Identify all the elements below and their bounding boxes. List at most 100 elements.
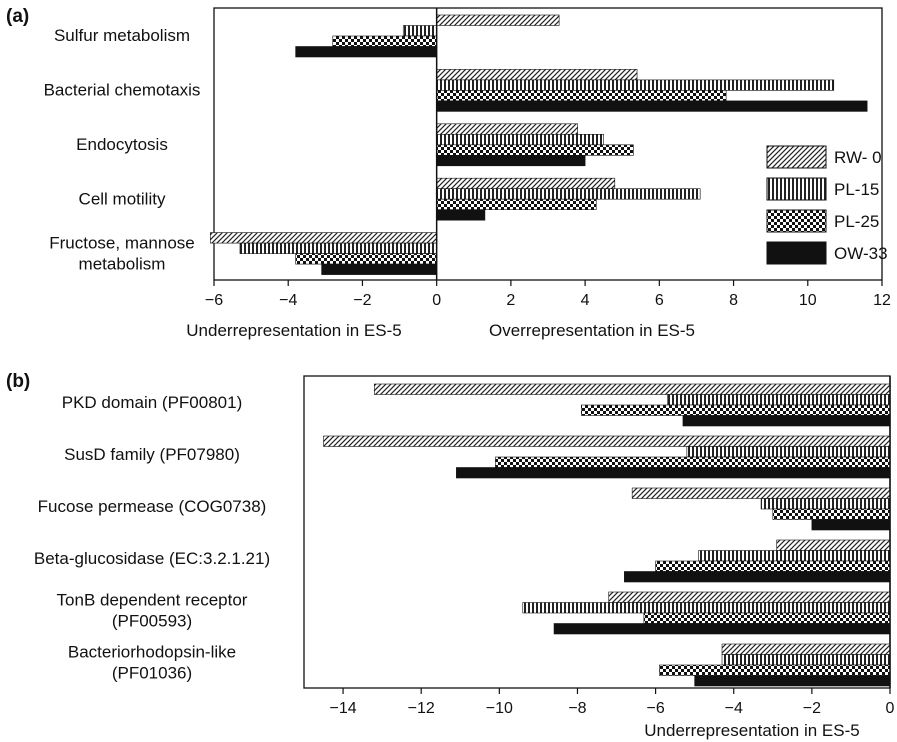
bar-a-cell-motility-pl-25 bbox=[436, 198, 597, 210]
x-tick-label-a: 10 bbox=[799, 292, 817, 309]
bar-a-sulfur-metabolism-pl-15 bbox=[402, 25, 437, 37]
bar-a-sulfur-metabolism-pl-25 bbox=[332, 35, 437, 47]
bar-a-cell-motility-rw-0 bbox=[436, 177, 616, 189]
category-label-line: SusD family (PF07980) bbox=[64, 445, 240, 464]
bar-b-susd-family-pf07980-rw-0 bbox=[323, 435, 891, 447]
x-tick-label-b: −4 bbox=[725, 700, 743, 717]
bar-a-fructose-mannose-metabolism-rw-0 bbox=[209, 232, 437, 244]
x-tick-label-a: −2 bbox=[353, 292, 371, 309]
bar-b-bacteriorhodopsin-like-pf01036-ow-33 bbox=[694, 675, 891, 687]
category-label-line: Fucose permease (COG0738) bbox=[38, 497, 267, 516]
category-label-line: Bacterial chemotaxis bbox=[44, 81, 201, 100]
bar-b-beta-glucosidase-ec-3-2-1-21-pl-25 bbox=[655, 560, 891, 572]
category-label-line: Fructose, mannose bbox=[49, 233, 195, 252]
legend: RW- 0 PL-15 PL-25 OW-33 bbox=[766, 145, 888, 265]
bar-a-sulfur-metabolism-rw-0 bbox=[436, 14, 560, 26]
bar-a-cell-motility-ow-33 bbox=[436, 209, 486, 221]
bar-a-fructose-mannose-metabolism-ow-33 bbox=[321, 263, 437, 275]
category-label-b: PKD domain (PF00801) bbox=[62, 393, 242, 412]
bar-a-bacterial-chemotaxis-ow-33 bbox=[436, 100, 868, 112]
category-label-line: metabolism bbox=[79, 254, 166, 273]
x-tick-label-a: 0 bbox=[432, 292, 441, 309]
category-label-b: Beta-glucosidase (EC:3.2.1.21) bbox=[34, 549, 270, 568]
bar-b-susd-family-pf07980-pl-25 bbox=[495, 456, 891, 468]
legend-swatch-pl-25 bbox=[766, 209, 827, 233]
x-axis-title-left-a: Underrepresentation in ES-5 bbox=[186, 321, 401, 340]
legend-swatch-rw-0 bbox=[766, 145, 827, 169]
x-tick-label-b: −6 bbox=[646, 700, 664, 717]
bar-a-endocytosis-pl-25 bbox=[436, 144, 634, 156]
bar-a-endocytosis-ow-33 bbox=[436, 155, 586, 167]
category-label-line: TonB dependent receptor bbox=[57, 591, 248, 610]
category-label-line: (PF01036) bbox=[112, 664, 192, 683]
bar-b-pkd-domain-pf00801-ow-33 bbox=[682, 415, 891, 427]
bar-b-pkd-domain-pf00801-rw-0 bbox=[374, 383, 891, 395]
x-tick-label-b: −14 bbox=[329, 700, 356, 717]
x-tick-label-a: −4 bbox=[279, 292, 297, 309]
bar-b-tonb-dependent-receptor-pf00593-pl-15 bbox=[522, 602, 891, 614]
bar-b-susd-family-pf07980-pl-15 bbox=[686, 446, 891, 458]
x-axis-title-b: Underrepresentation in ES-5 bbox=[644, 721, 859, 740]
category-label-line: (PF00593) bbox=[112, 612, 192, 631]
category-label-line: Sulfur metabolism bbox=[54, 26, 190, 45]
bar-a-bacterial-chemotaxis-pl-15 bbox=[436, 79, 835, 91]
bar-a-cell-motility-pl-15 bbox=[436, 188, 701, 200]
category-label-b: SusD family (PF07980) bbox=[64, 445, 240, 464]
legend-label-pl-15: PL-15 bbox=[834, 180, 879, 199]
panel-label-a: (a) bbox=[6, 6, 29, 27]
plot-frame-a bbox=[213, 7, 883, 281]
bar-b-fucose-permease-cog0738-ow-33 bbox=[811, 519, 891, 531]
bar-a-fructose-mannose-metabolism-pl-15 bbox=[239, 242, 437, 254]
panel-b-chart: (b) PKD domain (PF00801) SusD family (PF07… bbox=[6, 371, 895, 740]
x-tick-label-a: 2 bbox=[506, 292, 515, 309]
bar-b-beta-glucosidase-ec-3-2-1-21-rw-0 bbox=[776, 539, 891, 551]
bar-a-endocytosis-rw-0 bbox=[436, 123, 578, 135]
x-tick-label-b: −12 bbox=[408, 700, 435, 717]
x-tick-label-a: 6 bbox=[655, 292, 664, 309]
x-tick-label-a: −6 bbox=[205, 292, 223, 309]
legend-label-ow-33: OW-33 bbox=[834, 244, 888, 263]
x-axis-title-right-a: Overrepresentation in ES-5 bbox=[489, 321, 695, 340]
bar-b-pkd-domain-pf00801-pl-25 bbox=[581, 404, 891, 416]
bar-b-susd-family-pf07980-ow-33 bbox=[456, 467, 891, 479]
category-label-a: Sulfur metabolism bbox=[54, 26, 190, 45]
x-tick-label-a: 8 bbox=[729, 292, 738, 309]
panel-a-chart: (a) Sulfur metabolism Bacterial chemotaxis… bbox=[6, 6, 891, 340]
bar-b-beta-glucosidase-ec-3-2-1-21-ow-33 bbox=[624, 571, 891, 583]
bar-b-bacteriorhodopsin-like-pf01036-pl-25 bbox=[659, 664, 891, 676]
category-label-a: Bacterial chemotaxis bbox=[44, 81, 201, 100]
bar-a-endocytosis-pl-15 bbox=[436, 134, 604, 146]
bar-a-sulfur-metabolism-ow-33 bbox=[295, 46, 437, 58]
bar-b-pkd-domain-pf00801-pl-15 bbox=[667, 394, 891, 406]
bar-b-tonb-dependent-receptor-pf00593-ow-33 bbox=[553, 623, 891, 635]
legend-label-rw-0: RW- 0 bbox=[834, 148, 882, 167]
x-tick-label-b: 0 bbox=[886, 700, 895, 717]
category-label-line: Bacteriorhodopsin-like bbox=[68, 643, 236, 662]
category-label-a: Endocytosis bbox=[76, 135, 168, 154]
bar-a-bacterial-chemotaxis-pl-25 bbox=[436, 90, 727, 102]
bar-b-bacteriorhodopsin-like-pf01036-pl-15 bbox=[721, 654, 891, 666]
bar-b-beta-glucosidase-ec-3-2-1-21-pl-15 bbox=[698, 550, 891, 562]
x-tick-label-b: −10 bbox=[486, 700, 513, 717]
legend-swatch-pl-15 bbox=[766, 177, 827, 201]
panel-label-b: (b) bbox=[6, 371, 30, 392]
category-label-line: Cell motility bbox=[79, 189, 166, 208]
bar-b-bacteriorhodopsin-like-pf01036-rw-0 bbox=[721, 643, 891, 655]
category-label-line: Beta-glucosidase (EC:3.2.1.21) bbox=[34, 549, 270, 568]
category-label-b: Fucose permease (COG0738) bbox=[38, 497, 267, 516]
category-label-a: Fructose, mannose metabolism bbox=[49, 233, 195, 273]
category-label-line: Endocytosis bbox=[76, 135, 168, 154]
bar-b-fucose-permease-cog0738-pl-25 bbox=[772, 508, 891, 520]
category-label-b: TonB dependent receptor (PF00593) bbox=[57, 591, 248, 631]
bar-b-tonb-dependent-receptor-pf00593-rw-0 bbox=[608, 591, 891, 603]
bar-b-fucose-permease-cog0738-rw-0 bbox=[631, 487, 891, 499]
bar-b-fucose-permease-cog0738-pl-15 bbox=[760, 498, 891, 510]
legend-swatch-ow-33 bbox=[766, 241, 827, 265]
bar-a-fructose-mannose-metabolism-pl-25 bbox=[295, 253, 437, 265]
category-label-a: Cell motility bbox=[79, 189, 166, 208]
x-tick-label-b: −8 bbox=[568, 700, 586, 717]
category-label-b: Bacteriorhodopsin-like (PF01036) bbox=[68, 643, 236, 683]
bar-a-bacterial-chemotaxis-rw-0 bbox=[436, 69, 638, 81]
legend-label-pl-25: PL-25 bbox=[834, 212, 879, 231]
